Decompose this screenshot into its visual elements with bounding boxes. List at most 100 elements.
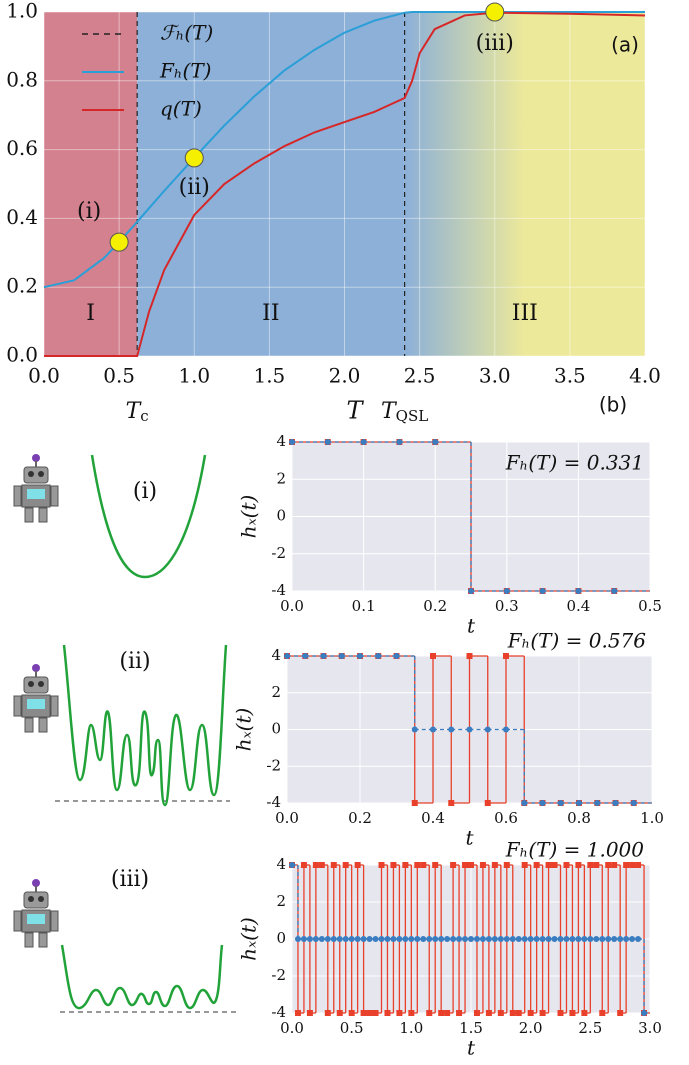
step-marker [575,936,582,942]
step-marker [448,800,455,806]
point-marker [184,148,204,168]
y-tick-label: 0.4 [6,205,38,229]
step-marker [473,1010,480,1016]
step-marker [306,1010,313,1016]
step-marker [539,800,546,806]
x-tick-label: 0.0 [280,1019,304,1037]
step-marker [408,936,415,942]
legend-label: Fₕ(T) [159,59,211,83]
step-marker [420,936,427,942]
y-tick-label: 2 [271,683,281,701]
step-marker [320,653,327,659]
step-marker [294,1010,301,1016]
y-tick-label: -4 [271,581,286,599]
y-tick-label: 0 [271,720,281,738]
robot-icon [13,879,59,948]
step-marker [503,936,510,942]
step-marker [462,936,469,942]
step-marker [539,936,546,942]
step-marker [348,936,355,942]
step-marker [342,936,349,942]
chart-title: Fₕ(T) = 1.000 [505,838,644,862]
chart-title: Fₕ(T) = 0.331 [505,451,644,475]
boundary-label: Tc [126,399,149,425]
y-tick-label: -4 [271,1003,286,1021]
step-marker [484,726,491,733]
y-tick-label: -4 [266,793,281,811]
step-marker [324,439,331,445]
step-marker [289,439,295,445]
step-marker [384,936,391,942]
x-tick-label: 3.0 [638,1019,662,1037]
x-tick-label: 0.0 [28,364,60,388]
step-marker [432,862,439,868]
y-tick-label: 0.0 [6,343,38,367]
step-marker [450,936,457,942]
y-tick-label: -2 [266,756,281,774]
step-marker [527,1010,534,1016]
step-marker [497,936,504,942]
x-tick-label: 0.0 [280,597,304,615]
series-line [43,11,645,289]
step-marker [430,726,436,733]
step-marker [491,936,498,942]
step-marker [594,800,601,806]
step-marker [569,1010,576,1016]
step-marker [575,588,582,594]
step-marker [306,936,313,942]
step-marker [430,653,436,659]
y-axis-label: hₓ(t) [237,917,261,961]
step-marker [438,936,445,942]
step-marker [503,588,510,594]
step-marker [484,800,491,806]
step-marker [432,439,439,445]
step-marker [360,439,367,445]
step-marker [617,936,624,942]
step-marker [330,936,337,942]
region [44,12,138,356]
x-tick-label: 0.4 [566,597,590,615]
step-marker [593,862,600,868]
step-marker [635,862,642,868]
point-marker [109,232,129,252]
x-tick-label: 0.6 [494,809,518,827]
x-tick-label: 0.8 [567,809,591,827]
x-tick-label: 1.0 [178,364,210,388]
step-marker [605,862,612,868]
step-marker [302,653,309,659]
step-marker [551,862,558,868]
x-tick-label: 0.0 [275,809,299,827]
boundary-label-sub: QSL [396,407,429,425]
step-marker [468,588,474,594]
y-tick-label: 0.6 [6,136,38,160]
step-marker [575,862,582,868]
y-tick-label: 0.8 [6,67,38,91]
step-marker [587,936,594,942]
x-axis-label: t [467,1036,476,1060]
step-marker [402,862,409,868]
step-marker [396,439,403,445]
step-marker [473,936,480,942]
step-marker [503,862,510,868]
step-marker [378,936,385,942]
step-marker [324,936,331,942]
y-tick-label: 0 [276,507,286,525]
step-marker [587,862,594,868]
inset-label: (iii) [111,867,149,892]
boundary-label-base: T [126,399,143,424]
boundary-label-base: T [381,399,398,424]
x-axis-label: t [467,614,476,638]
x-tick-label: 2.5 [578,1019,602,1037]
step-marker [581,936,588,942]
step-marker [375,653,382,659]
step-marker [396,1010,403,1016]
region-label: I [86,301,95,326]
step-marker [629,862,636,868]
panel: 0.0 0.5 1.0 1.5 2.0 2.5 3.0 4 2 0 -2 -4 Fₕ(T) = 1.00… [237,838,662,1060]
x-tick-label: 3.0 [479,364,511,388]
legend-label: ℱₕ(T) [160,21,213,45]
region [404,12,645,356]
step-marker [611,936,618,942]
step-marker [515,936,522,942]
